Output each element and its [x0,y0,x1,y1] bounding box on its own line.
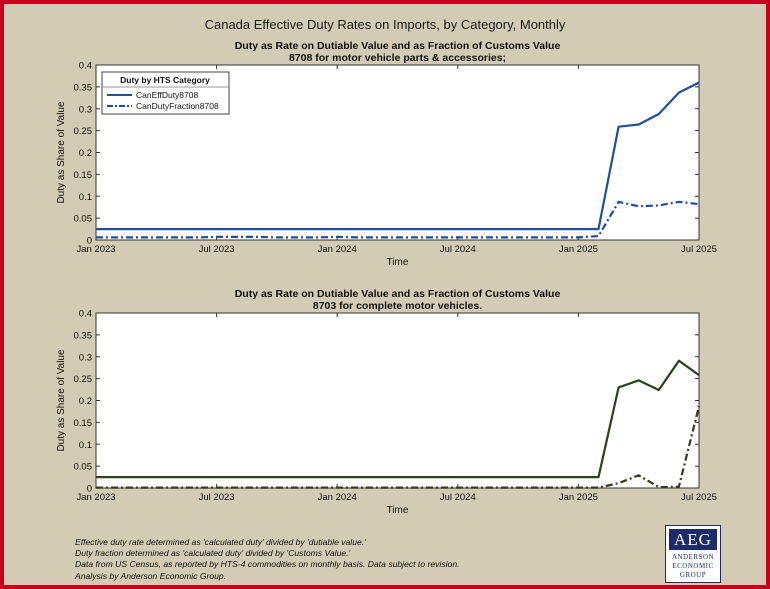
chart1-y-tick-label: 0 [87,236,92,247]
footnote-line: Effective duty rate determined as 'calcu… [75,537,366,547]
chart1-y-tick-label: 0.1 [79,192,92,203]
chart1-legend-label: CanEffDuty8708 [136,90,198,100]
footnote-line: Data from US Census, as reported by HTS-… [75,559,460,570]
chart-complete-motor-vehicles: Duty as Rate on Dutiable Value and as Fr… [56,288,717,516]
chart1-series-line-1 [96,81,700,231]
chart1-y-tick-label: 0.05 [74,214,93,225]
chart2-series-line-2 [96,405,701,489]
chart1-legend: Duty by HTS Category CanEffDuty8708CanDut… [101,71,230,115]
logo-text-line: GROUP [679,571,707,579]
chart2-x-tick-label: Jul 2023 [199,492,235,503]
chart2-y-tick-label: 0.15 [74,418,93,429]
chart2-y-tick-label: 0.35 [74,330,93,341]
chart1-x-tick-label: Jan 2025 [559,244,598,255]
chart2-y-tick-label: 0.05 [74,462,93,473]
chart2-y-tick-label: 0.3 [79,352,92,363]
chart2-series-line-1 [96,359,700,479]
chart2-x-axis-label: Time [387,505,409,516]
footnote-line: Duty fraction determined as 'calculated … [75,548,351,559]
chart1-x-tick-label: Jul 2023 [199,244,235,255]
chart2-x-tick-label: Jul 2025 [681,492,717,503]
chart1-y-tick-label: 0.25 [74,126,93,137]
chart2-title: Duty as Rate on Dutiable Value and as Fr… [235,288,561,300]
footnotes: Effective duty rate determined as 'calcu… [75,537,460,582]
main-title: Canada Effective Duty Rates on Imports, … [204,17,566,32]
chart2-y-tick-label: 0.4 [79,309,92,320]
chart2-plot-area [95,312,700,489]
logo-mark: AEG [669,529,717,550]
chart1-y-tick-label: 0.35 [74,82,93,93]
chart1-x-tick-label: Jul 2025 [681,244,717,255]
chart1-subtitle: 8708 for motor vehicle parts & accessori… [289,52,506,64]
chart2-x-tick-label: Jan 2025 [559,492,598,503]
chart2-y-tick-label: 0.2 [79,396,92,407]
chart1-legend-label: CanDutyFraction8708 [136,101,219,111]
chart1-series-line-2 [96,200,700,239]
chart1-x-tick-label: Jan 2023 [76,244,115,255]
chart1-y-tick-label: 0.4 [79,61,92,72]
chart1-y-tick-label: 0.2 [79,148,92,159]
chart1-legend-title: Duty by HTS Category [120,75,210,85]
chart-motor-vehicle-parts: Duty as Rate on Dutiable Value and as Fr… [56,40,717,268]
aeg-logo: AEG ANDERSON ECONOMIC GROUP [665,525,721,583]
chart2-x-tick-label: Jul 2024 [440,492,476,503]
chart1-x-axis-label: Time [387,257,409,268]
footnote-line: Analysis by Anderson Economic Group. [75,570,227,581]
chart1-x-tick-label: Jan 2024 [318,244,357,255]
logo-text-line: ANDERSON [671,553,715,561]
logo-text-line: ECONOMIC [672,562,714,570]
chart2-y-tick-label: 0.1 [79,440,92,451]
chart1-y-tick-label: 0.15 [74,170,93,181]
chart1-y-tick-label: 0.3 [79,104,92,115]
chart2-y-axis-label: Duty as Share of Value [56,349,67,452]
chart2-y-tick-label: 0 [87,484,92,495]
chart1-y-axis-label: Duty as Share of Value [56,101,67,204]
chart1-title: Duty as Rate on Dutiable Value and as Fr… [235,40,561,52]
chart2-subtitle: 8703 for complete motor vehicles. [313,300,482,312]
chart2-y-tick-label: 0.25 [74,374,93,385]
chart1-x-tick-label: Jul 2024 [440,244,476,255]
chart2-x-tick-label: Jan 2024 [318,492,357,503]
chart2-x-tick-label: Jan 2023 [76,492,115,503]
